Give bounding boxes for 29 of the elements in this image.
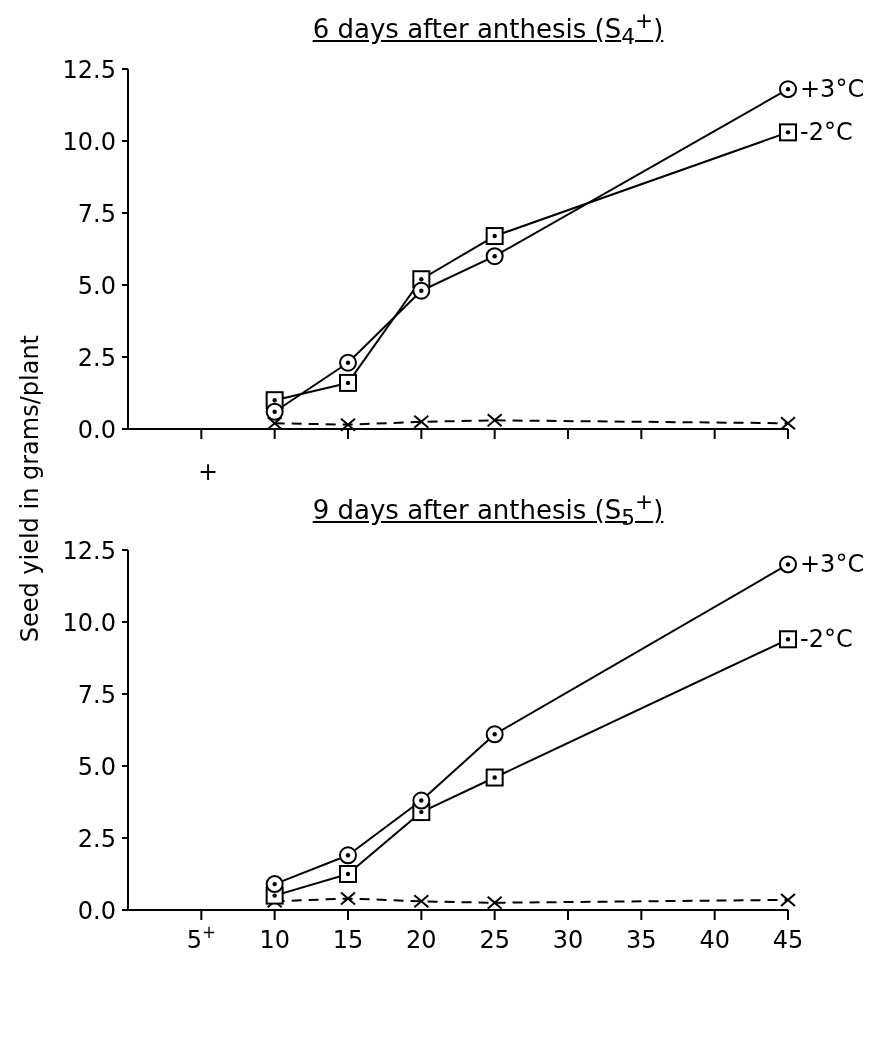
chart-title: 9 days after anthesis (S$_{5}$$^{+}$) <box>312 488 664 530</box>
y-tick-label: 5.0 <box>77 752 116 781</box>
x-tick-label: 40 <box>699 925 730 954</box>
x-tick-label: 35 <box>626 925 657 954</box>
x-tick-label: 25 <box>479 925 510 954</box>
y-tick-label: 12.5 <box>62 55 116 84</box>
x-tick-label: 30 <box>552 925 584 954</box>
y-tick-label: 2.5 <box>77 824 116 853</box>
y-tick-label: 10.0 <box>62 608 116 637</box>
y-tick-label: 5.0 <box>77 271 116 300</box>
y-tick-label: 0.0 <box>77 896 116 925</box>
series-label: +3°C <box>800 75 865 103</box>
series-label: -2°C <box>800 624 853 653</box>
y-tick-label: 10.0 <box>62 127 116 156</box>
y-axis-title: Seed yield in grams/plant <box>16 335 44 643</box>
x-tick-label: 20 <box>406 925 437 954</box>
series-label: -2°C <box>800 118 853 147</box>
text: + <box>198 458 219 486</box>
series-label: +3°C <box>800 550 865 579</box>
x-tick-label: 45 <box>772 925 804 954</box>
y-tick-label: 7.5 <box>77 199 116 228</box>
x-tick-label: 15 <box>332 925 364 954</box>
y-tick-label: 12.5 <box>62 536 116 565</box>
y-tick-label: 7.5 <box>77 680 116 709</box>
x-tick-label: 5$^{+}$ <box>186 921 217 954</box>
y-tick-label: 2.5 <box>77 343 116 372</box>
y-tick-label: 0.0 <box>77 415 116 444</box>
x-tick-label: 10 <box>259 925 290 954</box>
chart-title: 6 days after anthesis (S$_{4}$$^{+}$) <box>312 8 664 49</box>
